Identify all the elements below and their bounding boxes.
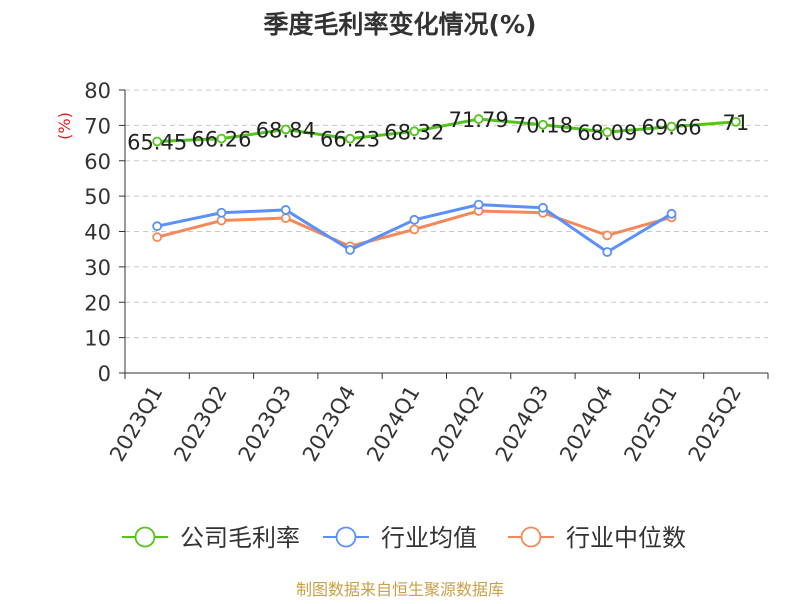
y-tick-label: 40: [84, 221, 111, 245]
data-point: [280, 124, 291, 135]
series-lines: [152, 114, 741, 257]
data-point: [152, 221, 163, 232]
source-note: 制图数据来自恒生聚源数据库: [296, 580, 504, 599]
legend: 公司毛利率 行业均值 行业中位数: [122, 524, 686, 552]
x-tick-label: 2023Q3: [234, 382, 296, 466]
data-point: [216, 133, 227, 144]
data-point: [409, 126, 420, 137]
data-point: [538, 119, 548, 130]
data-label: 69.66: [641, 116, 701, 140]
x-tick-label: 2025Q1: [619, 382, 681, 466]
data-point: [602, 247, 613, 257]
y-tick-label: 10: [84, 327, 111, 351]
data-label: 71.79: [449, 108, 509, 132]
data-label: 71: [722, 111, 749, 135]
legend-marker-icon: [335, 526, 357, 548]
grid-lines: [125, 89, 768, 339]
data-label: 68.32: [384, 120, 444, 144]
data-label: 68.09: [577, 121, 637, 145]
data-label: 68.84: [256, 118, 316, 142]
y-tick-label: 30: [84, 256, 111, 280]
legend-marker-icon: [134, 526, 156, 548]
data-point: [666, 208, 677, 219]
legend-label: 公司毛利率: [180, 524, 300, 552]
x-tick-label: 2023Q4: [298, 382, 360, 466]
y-tick-label: 0: [98, 362, 111, 386]
data-point: [216, 215, 227, 226]
x-tick-label: 2024Q4: [555, 382, 617, 466]
data-point: [473, 114, 484, 124]
data-label: 70.18: [513, 114, 573, 138]
legend-label: 行业均值: [381, 524, 477, 552]
y-tick-label: 20: [84, 291, 111, 315]
data-label: 66.23: [320, 128, 380, 152]
y-tick-label: 80: [84, 79, 111, 103]
data-point: [345, 133, 355, 144]
y-tick-label: 50: [84, 185, 111, 209]
y-tick-label: 70: [84, 114, 111, 138]
series-0: [152, 114, 741, 147]
data-point: [538, 202, 548, 213]
series-line: [157, 117, 736, 143]
data-point: [216, 207, 227, 218]
data-point: [409, 214, 420, 225]
data-point: [152, 136, 163, 147]
x-tick-label: 2023Q2: [169, 382, 231, 466]
data-point: [473, 199, 484, 210]
y-tick-label: 60: [84, 150, 111, 174]
data-label: 65.45: [127, 130, 187, 154]
data-label: 66.26: [191, 128, 251, 152]
legend-item-0[interactable]: 公司毛利率: [122, 524, 300, 552]
data-point: [345, 244, 355, 255]
x-tick-label: 2023Q1: [105, 382, 167, 466]
data-point: [666, 121, 677, 132]
y-axis-unit-label: (%): [55, 112, 74, 140]
data-point: [602, 230, 613, 241]
data-point: [152, 232, 163, 243]
data-point: [280, 205, 291, 215]
data-point: [730, 116, 741, 127]
data-point: [602, 127, 613, 138]
x-tick-label: 2024Q2: [427, 382, 489, 466]
legend-item-2[interactable]: 行业中位数: [508, 524, 686, 552]
legend-marker-icon: [520, 526, 542, 548]
data-point: [409, 224, 420, 235]
legend-item-1[interactable]: 行业均值: [323, 524, 477, 552]
x-tick-label: 2024Q3: [491, 382, 553, 466]
legend-label: 行业中位数: [566, 524, 686, 552]
chart-title: 季度毛利率变化情况(%): [264, 10, 537, 39]
x-tick-label: 2025Q2: [684, 382, 746, 466]
data-point: [280, 213, 291, 223]
x-tick-label: 2024Q1: [362, 382, 424, 466]
series-1: [152, 199, 677, 257]
